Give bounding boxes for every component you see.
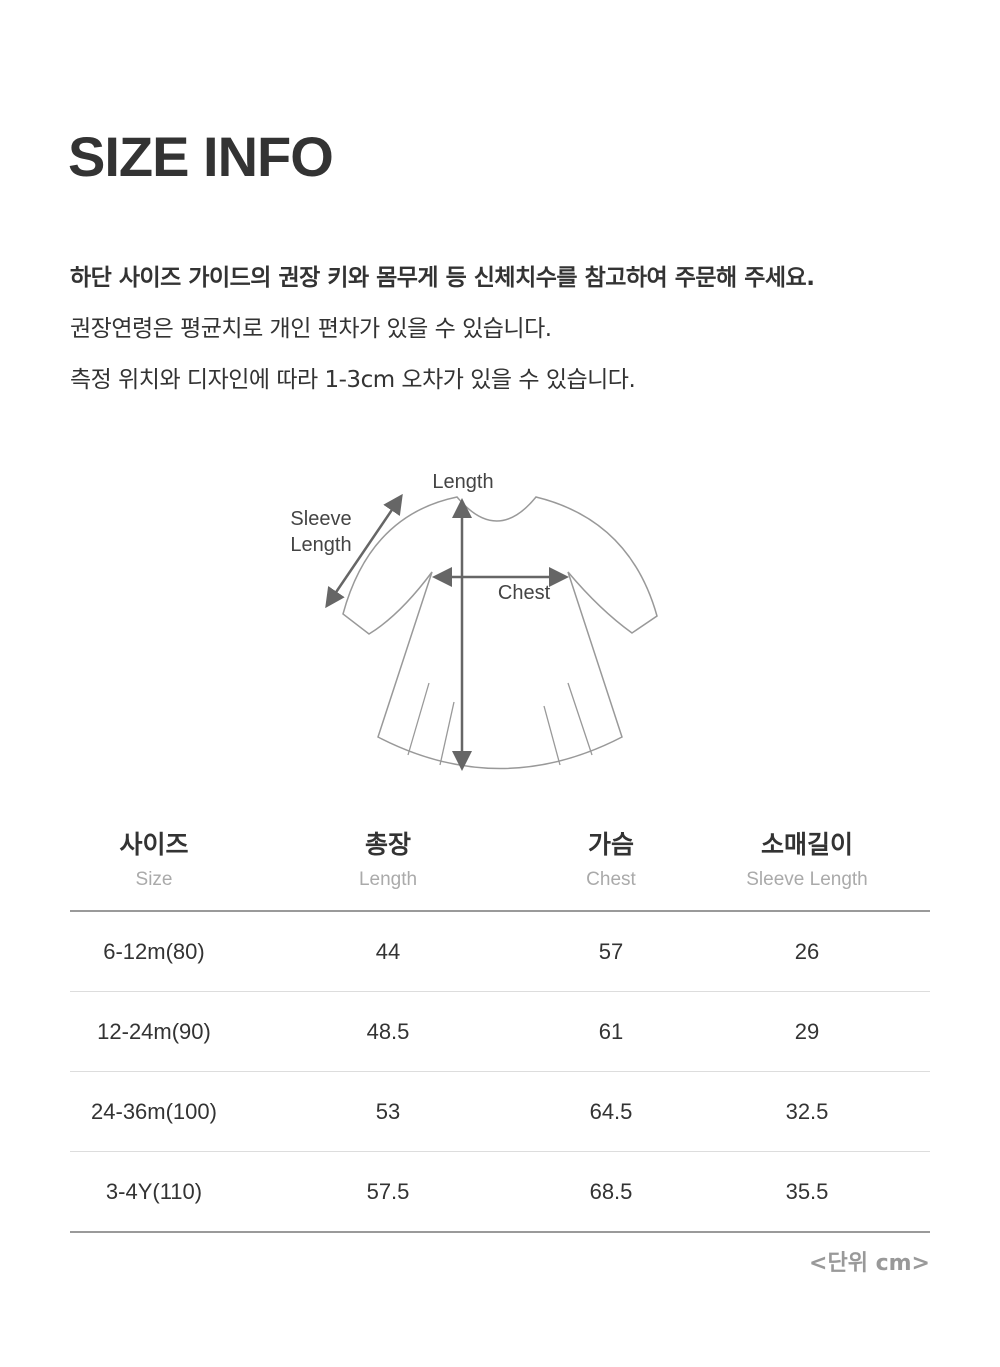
garment-diagram: Length Sleeve Length Chest	[290, 471, 658, 771]
sleeve-label: Sleeve	[290, 508, 351, 530]
header-sleeve: 소매길이 Sleeve Length	[746, 830, 868, 890]
sleeve-arrow	[325, 493, 403, 609]
table-header: 사이즈 Size 총장 Length 가슴 Chest 소매길이 Sleeve Leng…	[70, 815, 930, 912]
table-row: 24-36m(100) 53 64.5 32.5	[70, 1072, 930, 1152]
garment-outline	[342, 496, 658, 770]
table-row: 3-4Y(110) 57.5 68.5 35.5	[70, 1152, 930, 1233]
header-length: 총장 Length	[358, 830, 418, 890]
header-size: 사이즈 Size	[119, 830, 189, 890]
pleat-lines	[407, 682, 593, 766]
length-label: Length	[432, 471, 493, 493]
sleeve-label: Length	[290, 534, 351, 556]
page-title: SIZE INFO	[68, 125, 334, 188]
description-line-3: 측정 위치와 디자인에 따라 1-3cm 오차가 있을 수 있습니다.	[70, 367, 636, 393]
unit-note: <단위 cm>	[809, 1251, 930, 1276]
table-row: 6-12m(80) 44 57 26	[70, 912, 930, 992]
chest-label: Chest	[498, 582, 551, 604]
table-row: 12-24m(90) 48.5 61 29	[70, 992, 930, 1072]
description-line-1: 하단 사이즈 가이드의 권장 키와 몸무게 등 신체치수를 참고하여 주문해 주…	[70, 265, 815, 291]
header-chest: 가슴 Chest	[586, 830, 636, 890]
description-line-2: 권장연령은 평균치로 개인 편차가 있을 수 있습니다.	[70, 316, 552, 342]
size-table: 사이즈 Size 총장 Length 가슴 Chest 소매길이 Sleeve Leng…	[70, 815, 930, 1233]
